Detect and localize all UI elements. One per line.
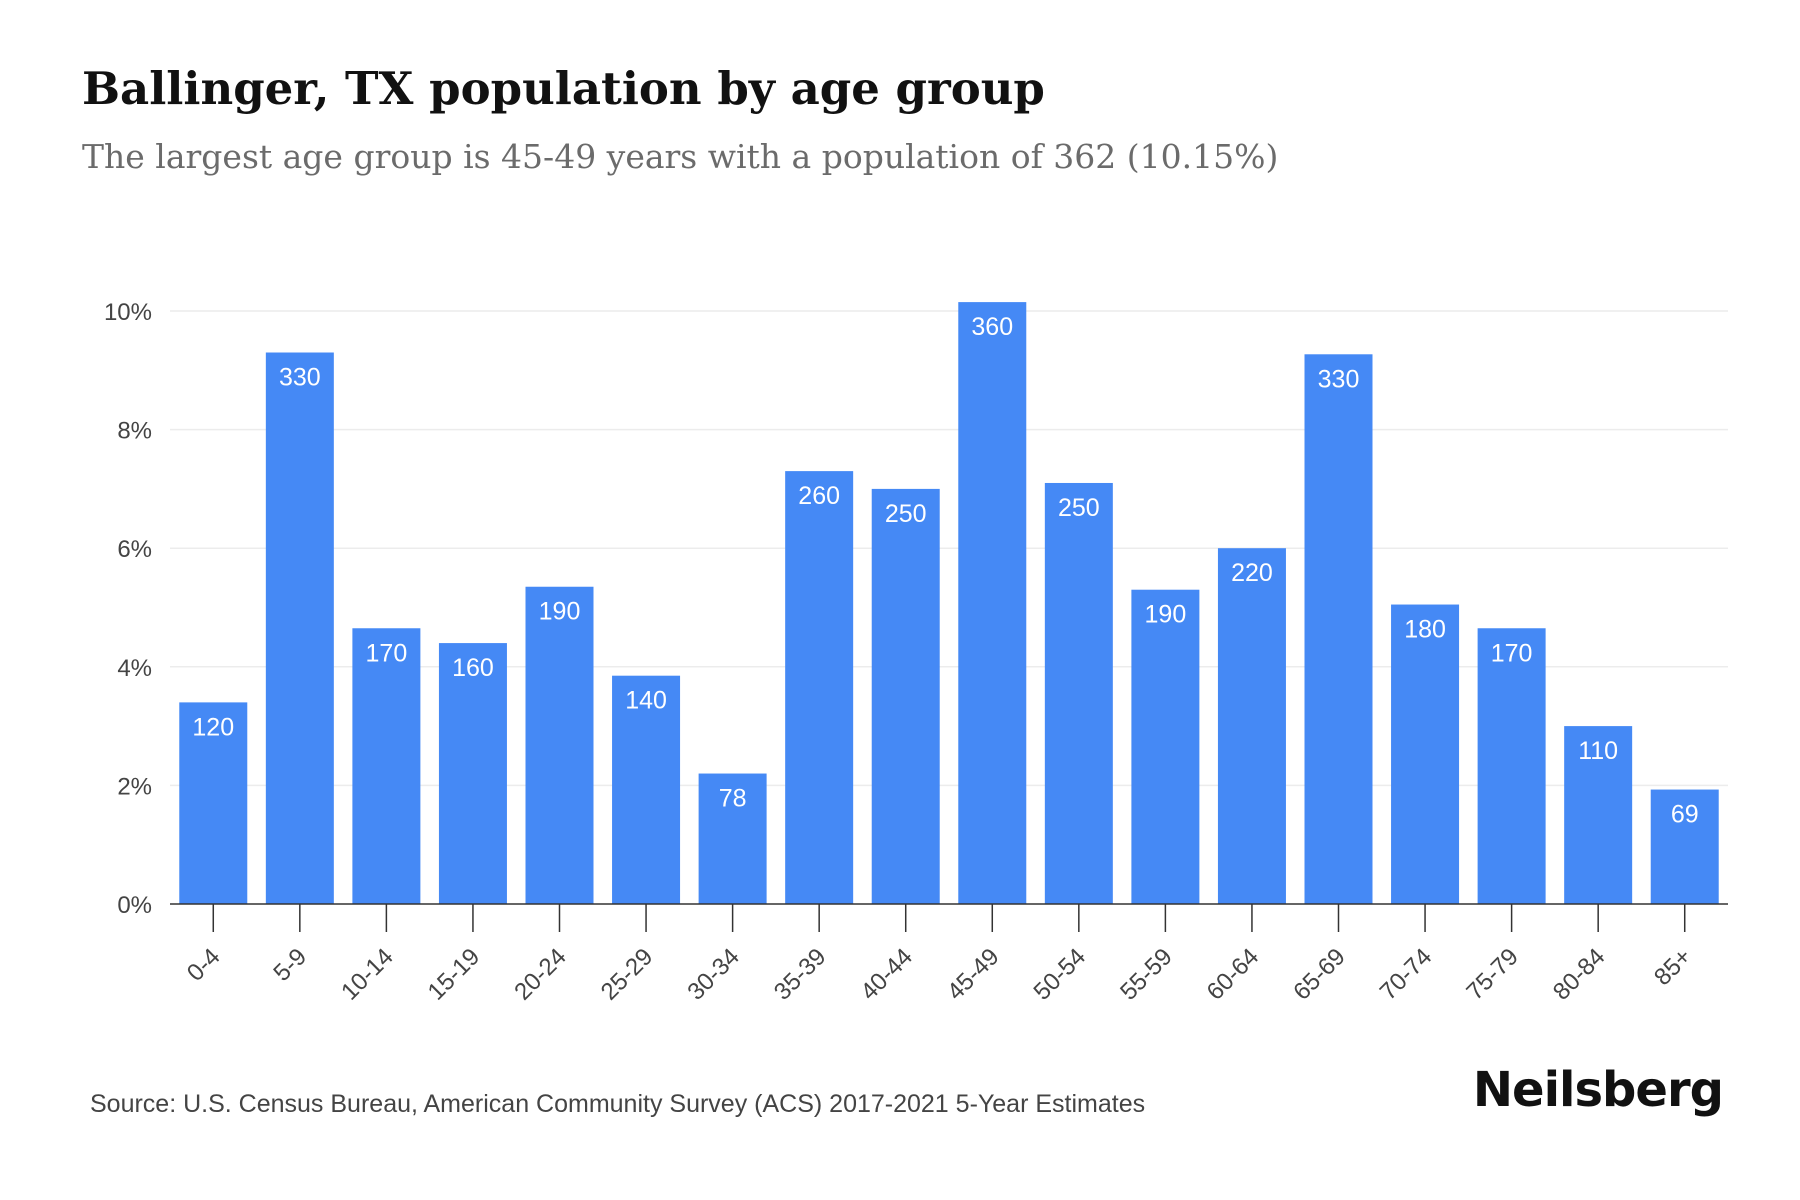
- chart-title: Ballinger, TX population by age group: [82, 62, 1045, 115]
- x-tick-label: 45-49: [942, 943, 1005, 1006]
- bar: [871, 488, 940, 904]
- x-tick-label: 35-39: [769, 943, 832, 1006]
- y-tick-label: 2%: [117, 773, 152, 800]
- x-tick-label: 10-14: [336, 943, 399, 1006]
- gridlines: [170, 310, 1728, 787]
- bar-data-label: 140: [625, 687, 667, 715]
- y-tick-label: 8%: [117, 418, 152, 445]
- bar-data-label: 220: [1231, 559, 1273, 587]
- x-tick-label: 70-74: [1375, 943, 1438, 1006]
- chart-subtitle: The largest age group is 45-49 years wit…: [82, 137, 1279, 176]
- x-tick-label: 25-29: [596, 943, 659, 1006]
- bar: [1650, 789, 1719, 904]
- bar-data-label: 180: [1404, 616, 1446, 644]
- bar-data-label: 330: [279, 364, 321, 392]
- bar: [958, 302, 1027, 905]
- bar-data-label: 110: [1578, 737, 1618, 765]
- bar: [1304, 354, 1373, 904]
- x-tick-label: 55-59: [1115, 943, 1178, 1006]
- y-axis-ticks: 0% 2% 4% 6% 8% 10%: [104, 299, 152, 919]
- bar: [179, 702, 248, 904]
- bars: [179, 302, 1719, 905]
- bar: [1391, 604, 1460, 904]
- x-tick-label: 5-9: [268, 943, 312, 987]
- bar: [1044, 482, 1113, 904]
- x-tick-label: 40-44: [855, 943, 918, 1006]
- bar-labels: 120 330 170 160 190 140 78 260 250 360 250 190 220 33…: [192, 313, 1698, 828]
- y-tick-label: 4%: [117, 655, 152, 682]
- bar: [1477, 628, 1546, 904]
- source-note: Source: U.S. Census Bureau, American Com…: [90, 1090, 1146, 1118]
- bar: [1131, 589, 1200, 904]
- x-tick-label: 85+: [1649, 943, 1697, 991]
- y-tick-label: 6%: [117, 536, 152, 563]
- bar-data-label: 260: [798, 482, 840, 510]
- y-tick-label: 0%: [117, 892, 152, 919]
- bar-data-label: 190: [1145, 601, 1187, 629]
- bar-data-label: 360: [971, 313, 1013, 341]
- brand-logo: Neilsberg: [1472, 1062, 1724, 1118]
- y-tick-label: 10%: [104, 299, 152, 326]
- bar-data-label: 330: [1318, 365, 1360, 393]
- bar: [785, 471, 854, 904]
- bar: [352, 628, 421, 904]
- x-tick-label: 50-54: [1029, 943, 1092, 1006]
- bar: [1564, 726, 1633, 904]
- bar-data-label: 170: [366, 639, 408, 667]
- x-tick-label: 65-69: [1288, 943, 1351, 1006]
- bar-data-label: 170: [1491, 639, 1533, 667]
- bar: [438, 643, 507, 904]
- bar-data-label: 69: [1671, 801, 1699, 829]
- x-tick-label: 30-34: [682, 943, 745, 1006]
- bar: [698, 773, 767, 904]
- bar: [525, 586, 594, 904]
- x-axis-ticks: 0-4 5-9 10-14 15-19 20-24 25-29 30-34 35-39 40-4…: [182, 904, 1697, 1006]
- x-tick-label: 15-19: [423, 943, 486, 1006]
- bar: [612, 675, 681, 904]
- x-tick-label: 80-84: [1548, 943, 1611, 1006]
- bar-data-label: 250: [1058, 494, 1100, 522]
- bar: [265, 352, 334, 904]
- bar-data-label: 160: [452, 654, 494, 682]
- x-tick-label: 20-24: [509, 943, 572, 1006]
- bar-data-label: 120: [192, 713, 234, 741]
- bar-data-label: 78: [719, 785, 747, 813]
- bar-data-label: 250: [885, 500, 927, 528]
- x-tick-label: 60-64: [1202, 943, 1265, 1006]
- bar: [1217, 548, 1286, 904]
- x-tick-label: 0-4: [182, 943, 226, 987]
- x-tick-label: 75-79: [1461, 943, 1524, 1006]
- bar-data-label: 190: [539, 598, 581, 626]
